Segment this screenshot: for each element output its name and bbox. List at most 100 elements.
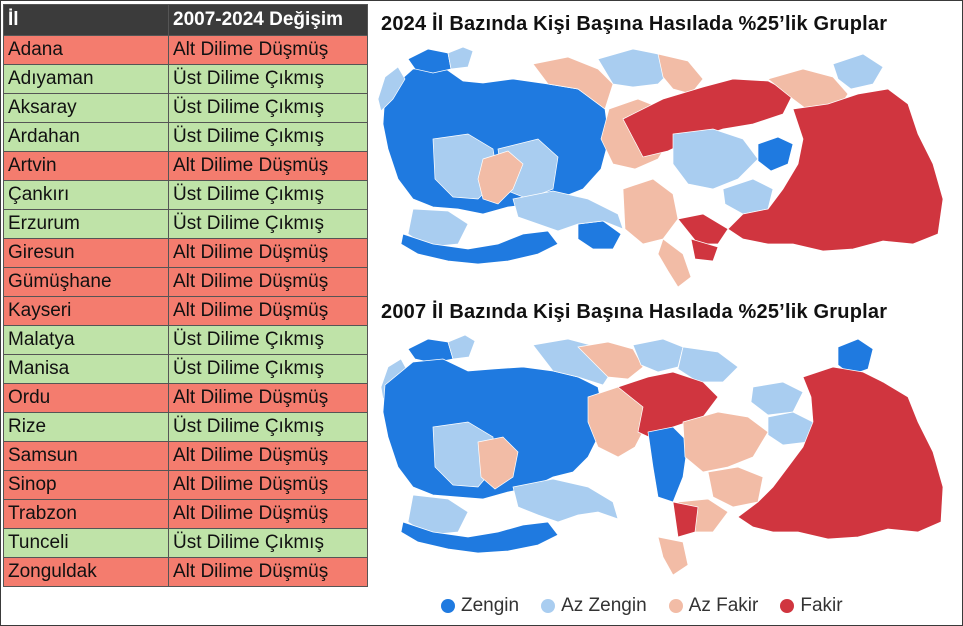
map-region: [477, 436, 519, 490]
map-region: [622, 78, 794, 158]
province-name-cell: Zonguldak: [3, 557, 169, 587]
legend-swatch: [780, 599, 795, 613]
table-row: Trabzon Alt Dilime Düşmüş: [3, 499, 368, 529]
map-region: [677, 346, 739, 383]
map-region: [447, 334, 476, 360]
legend-label: Az Zengin: [561, 595, 647, 616]
map-region: [657, 536, 689, 576]
change-cell: Alt Dilime Düşmüş: [168, 151, 368, 181]
province-name-cell: Manisa: [3, 354, 169, 384]
change-cell: Üst Dilime Çıkmış: [168, 325, 368, 355]
legend-label: Fakir: [800, 595, 843, 616]
map-region: [512, 190, 624, 232]
table-row: Gümüşhane Alt Dilime Düşmüş: [3, 267, 368, 297]
change-cell: Alt Dilime Düşmüş: [168, 470, 368, 500]
table-row: Adıyaman Üst Dilime Çıkmış: [3, 64, 368, 94]
province-name-cell: Adana: [3, 35, 169, 65]
map-legend: Zengin Az Zengin Az Fakir Fakir: [441, 593, 843, 619]
province-name-cell: Çankırı: [3, 180, 169, 210]
table-row: Samsun Alt Dilime Düşmüş: [3, 441, 368, 471]
province-name-cell: Erzurum: [3, 209, 169, 239]
map-region: [622, 178, 679, 245]
map-region: [407, 338, 454, 364]
province-name-cell: Trabzon: [3, 499, 169, 529]
map-region: [532, 56, 614, 110]
map-region: [512, 478, 619, 523]
legend-swatch: [441, 599, 455, 613]
change-cell: Üst Dilime Çıkmış: [168, 209, 368, 239]
table-row: Adana Alt Dilime Düşmüş: [3, 35, 368, 65]
change-cell: Üst Dilime Çıkmış: [168, 93, 368, 123]
map-region: [657, 53, 704, 95]
map-region: [407, 208, 469, 248]
table-row: Kayseri Alt Dilime Düşmüş: [3, 296, 368, 326]
table-header-row: İl 2007-2024 Değişim: [3, 4, 368, 36]
map-region: [677, 213, 729, 245]
province-name-cell: Gümüşhane: [3, 267, 169, 297]
change-cell: Üst Dilime Çıkmış: [168, 354, 368, 384]
map-region: [577, 341, 644, 380]
change-cell: Üst Dilime Çıkmış: [168, 412, 368, 442]
map-region: [750, 381, 804, 416]
province-change-table: İl 2007-2024 Değişim Adana Alt Dilime Düş…: [3, 4, 368, 587]
map-region: [647, 426, 689, 503]
map-region: [682, 411, 769, 473]
map-region: [722, 178, 774, 215]
table-row: Ardahan Üst Dilime Çıkmış: [3, 122, 368, 152]
table-row: Artvin Alt Dilime Düşmüş: [3, 151, 368, 181]
map-region: [400, 521, 559, 554]
province-name-cell: Malatya: [3, 325, 169, 355]
change-cell: Alt Dilime Düşmüş: [168, 35, 368, 65]
map-2007-title: 2007 İl Bazında Kişi Başına Hasılada %25…: [381, 301, 888, 323]
legend-label: Az Fakir: [688, 595, 759, 616]
legend-label: Zengin: [461, 595, 520, 616]
change-cell: Alt Dilime Düşmüş: [168, 441, 368, 471]
change-cell: Alt Dilime Düşmüş: [168, 557, 368, 587]
legend-item: Az Fakir: [668, 595, 759, 617]
map-region: [477, 150, 524, 205]
table-row: Zonguldak Alt Dilime Düşmüş: [3, 557, 368, 587]
map-region: [632, 338, 684, 373]
table-row: Manisa Üst Dilime Çıkmış: [3, 354, 368, 384]
change-cell: Alt Dilime Düşmüş: [168, 238, 368, 268]
province-name-cell: Giresun: [3, 238, 169, 268]
legend-swatch: [541, 599, 556, 613]
legend-item: Fakir: [780, 595, 843, 617]
table-row: Aksaray Üst Dilime Çıkmış: [3, 93, 368, 123]
map-region: [832, 53, 884, 90]
change-cell: Üst Dilime Çıkmış: [168, 180, 368, 210]
province-name-cell: Rize: [3, 412, 169, 442]
map-region: [377, 66, 406, 112]
table-row: Giresun Alt Dilime Düşmüş: [3, 238, 368, 268]
map-region: [657, 238, 692, 288]
province-name-cell: Ordu: [3, 383, 169, 413]
province-name-cell: Artvin: [3, 151, 169, 181]
change-cell: Üst Dilime Çıkmış: [168, 64, 368, 94]
province-name-cell: Sinop: [3, 470, 169, 500]
map-region: [837, 338, 874, 376]
change-cell: Alt Dilime Düşmüş: [168, 383, 368, 413]
change-cell: Alt Dilime Düşmüş: [168, 267, 368, 297]
province-name-cell: Adıyaman: [3, 64, 169, 94]
table-row: Rize Üst Dilime Çıkmış: [3, 412, 368, 442]
table-row: Erzurum Üst Dilime Çıkmış: [3, 209, 368, 239]
province-name-cell: Ardahan: [3, 122, 169, 152]
change-cell: Üst Dilime Çıkmış: [168, 528, 368, 558]
province-name-cell: Kayseri: [3, 296, 169, 326]
table-row: Tunceli Üst Dilime Çıkmış: [3, 528, 368, 558]
map-region: [447, 46, 474, 70]
legend-item: Zengin: [441, 595, 519, 617]
table-row: Çankırı Üst Dilime Çıkmış: [3, 180, 368, 210]
map-region: [672, 501, 699, 538]
map-region: [737, 366, 944, 540]
map-region: [707, 466, 764, 508]
province-name-cell: Aksaray: [3, 93, 169, 123]
table-row: Sinop Alt Dilime Düşmüş: [3, 470, 368, 500]
map-region: [690, 238, 719, 262]
map-2024-title: 2024 İl Bazında Kişi Başına Hasılada %25…: [381, 13, 888, 35]
map-region: [672, 128, 759, 190]
legend-item: Az Zengin: [541, 595, 647, 617]
column-header-degisim: 2007-2024 Değişim: [168, 4, 368, 36]
change-cell: Üst Dilime Çıkmış: [168, 122, 368, 152]
map-region: [757, 136, 794, 172]
